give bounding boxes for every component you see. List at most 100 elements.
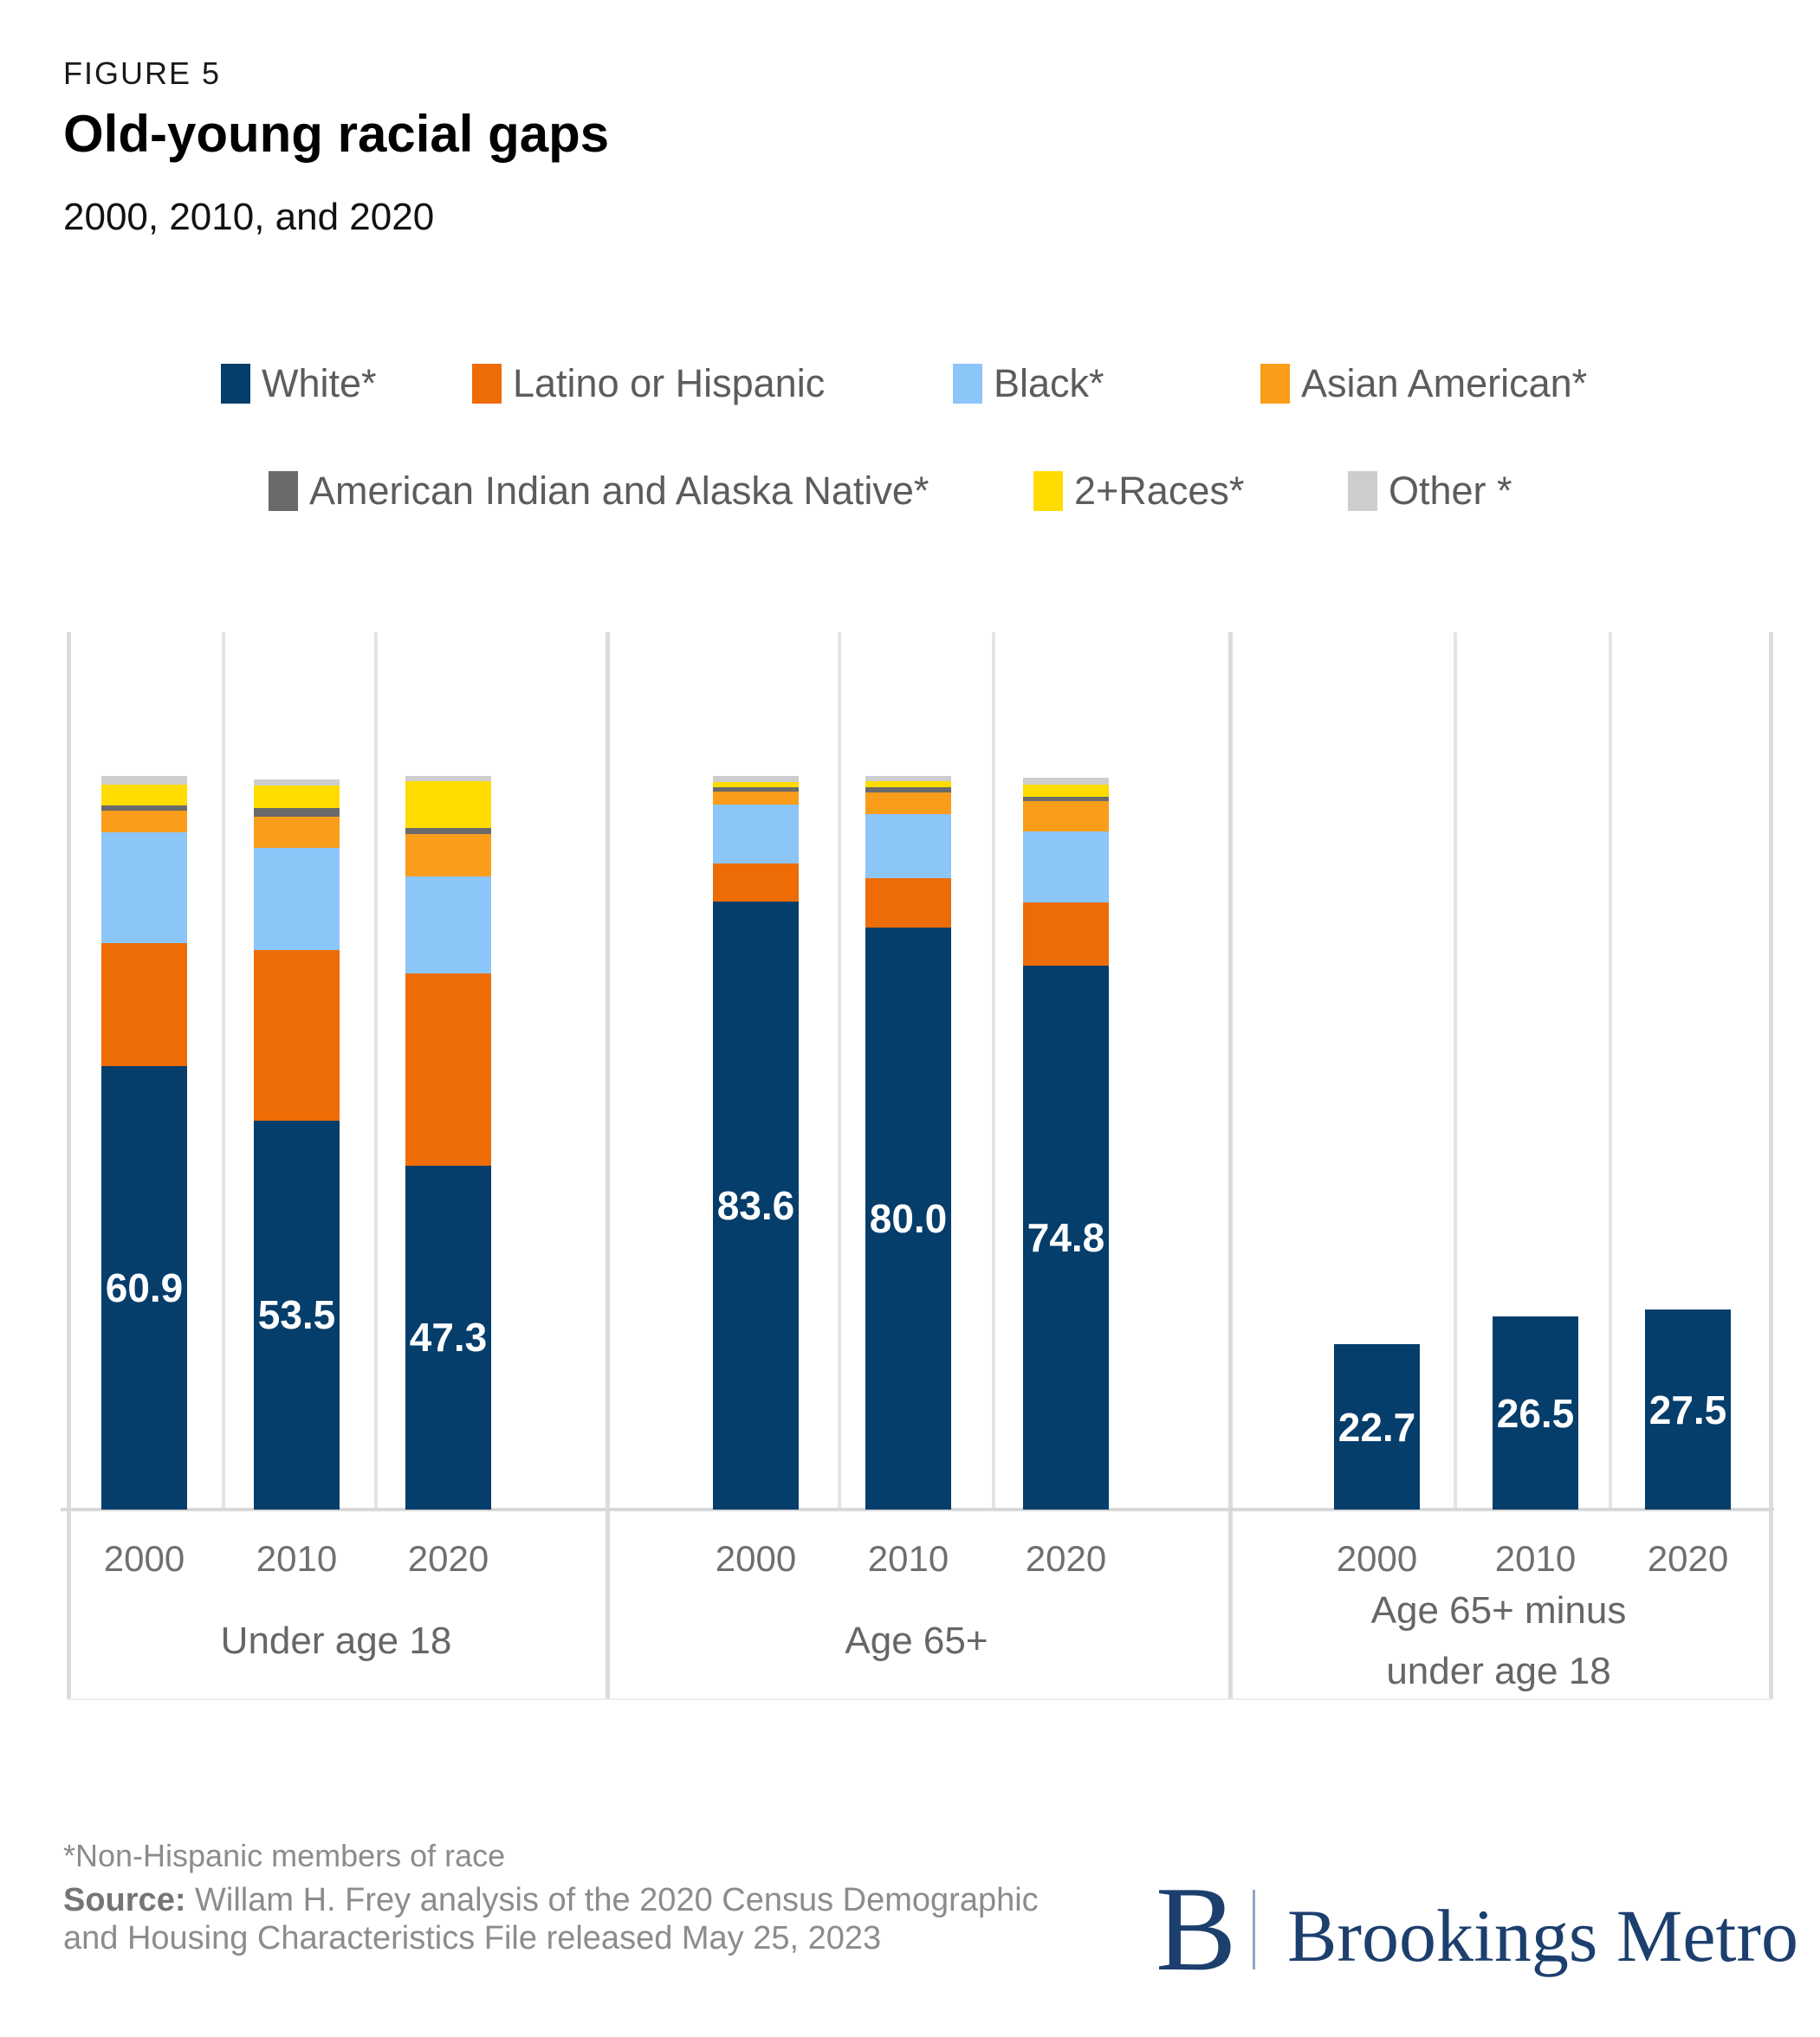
- legend-swatch-other-icon: [1348, 471, 1377, 511]
- group-label: Age 65+: [845, 1620, 988, 1662]
- bar-segment-aian: [713, 786, 799, 792]
- legend-label-two_plus: 2+Races*: [1074, 469, 1245, 513]
- bar-segment-black: [254, 847, 340, 951]
- bar-segment-white: [1334, 1344, 1420, 1510]
- gridline: [222, 632, 225, 1510]
- x-tick-label: 2010: [256, 1538, 338, 1579]
- bar-value-label: 26.5: [1496, 1390, 1575, 1436]
- bar-segment-two_plus: [101, 784, 187, 805]
- bar-segment-white: [101, 1066, 187, 1510]
- legend-item-latino: Latino or Hispanic: [472, 359, 825, 408]
- bar-segment-other: [405, 776, 491, 782]
- bar-segment-latino: [101, 942, 187, 1067]
- bar-segment-aian: [865, 786, 951, 792]
- bar-segment-asian: [713, 791, 799, 805]
- bar-value-label: 80.0: [869, 1196, 948, 1241]
- bar-segment-two_plus: [405, 781, 491, 828]
- legend-label-asian: Asian American*: [1301, 361, 1588, 405]
- brookings-wordmark: Brookings Metro: [1287, 1894, 1799, 1977]
- gridline: [374, 632, 378, 1510]
- legend-item-two_plus: 2+Races*: [1033, 467, 1244, 515]
- group-label: Under age 18: [220, 1620, 452, 1662]
- x-tick-label: 2010: [867, 1538, 949, 1579]
- gridline: [838, 632, 841, 1510]
- bar-segment-other: [713, 776, 799, 782]
- bar-segment-asian: [254, 817, 340, 848]
- bar-segment-two_plus: [713, 782, 799, 787]
- bar-value-label: 22.7: [1337, 1404, 1416, 1450]
- bar-segment-other: [1023, 777, 1109, 785]
- bar-segment-asian: [865, 792, 951, 814]
- panel-separator: [606, 632, 610, 1700]
- bar-segment-white: [405, 1165, 491, 1510]
- x-tick-label: 2000: [103, 1538, 185, 1579]
- bar-segment-two_plus: [254, 786, 340, 809]
- x-tick-label: 2000: [1336, 1538, 1418, 1579]
- bar-segment-aian: [101, 805, 187, 811]
- source-label: Source:: [63, 1882, 186, 1918]
- legend-item-asian: Asian American*: [1260, 359, 1587, 408]
- bar-segment-black: [405, 876, 491, 973]
- legend-swatch-two_plus-icon: [1033, 471, 1063, 511]
- bar-segment-latino: [405, 973, 491, 1166]
- legend-label-aian: American Indian and Alaska Native*: [309, 469, 929, 513]
- legend-label-other: Other *: [1389, 469, 1512, 513]
- bar-segment-aian: [1023, 796, 1109, 801]
- legend-item-white: White*: [221, 359, 377, 408]
- bar-segment-other: [101, 776, 187, 785]
- legend-swatch-white-icon: [221, 364, 250, 404]
- group-label: Age 65+ minus: [1370, 1589, 1627, 1632]
- group-label: under age 18: [1386, 1650, 1611, 1692]
- bar-segment-latino: [865, 877, 951, 928]
- page-title: Old-young racial gaps: [63, 105, 610, 163]
- bar-segment-other: [254, 779, 340, 786]
- bar-segment-white: [865, 928, 951, 1510]
- legend-label-black: Black*: [994, 361, 1104, 405]
- panel-separator: [67, 632, 71, 1700]
- bar-segment-two_plus: [1023, 784, 1109, 797]
- bar-segment-latino: [713, 863, 799, 902]
- bar-segment-latino: [254, 950, 340, 1121]
- legend-item-black: Black*: [953, 359, 1104, 408]
- legend-swatch-asian-icon: [1260, 364, 1290, 404]
- label-area-border: [67, 1698, 1773, 1700]
- legend-swatch-aian-icon: [269, 471, 298, 511]
- x-tick-label: 2000: [715, 1538, 797, 1579]
- x-tick-label: 2020: [1025, 1538, 1107, 1579]
- bar-segment-latino: [1023, 902, 1109, 966]
- legend-label-latino: Latino or Hispanic: [513, 361, 826, 405]
- figure-label: FIGURE 5: [63, 55, 222, 91]
- bar-segment-asian: [101, 810, 187, 832]
- bar-segment-white: [1645, 1310, 1731, 1510]
- bar-segment-two_plus: [865, 781, 951, 787]
- legend-item-other: Other *: [1348, 467, 1512, 515]
- x-tick-label: 2020: [1647, 1538, 1729, 1579]
- bar-segment-black: [713, 805, 799, 864]
- bar-segment-asian: [405, 833, 491, 877]
- bar-value-label: 60.9: [105, 1265, 184, 1311]
- bar-value-label: 83.6: [716, 1182, 795, 1228]
- bar-segment-white: [254, 1120, 340, 1510]
- bar-segment-white: [1023, 965, 1109, 1510]
- bar-segment-asian: [1023, 800, 1109, 832]
- source-line: Source: Willam H. Frey analysis of the 2…: [63, 1881, 1059, 1957]
- x-tick-label: 2010: [1494, 1538, 1577, 1579]
- legend-label-white: White*: [262, 361, 377, 405]
- bar-value-label: 74.8: [1027, 1214, 1105, 1260]
- gridline: [1609, 632, 1612, 1510]
- gridline: [1454, 632, 1457, 1510]
- axis-baseline: [61, 1508, 1774, 1511]
- bar-value-label: 53.5: [257, 1292, 336, 1338]
- bar-segment-black: [101, 831, 187, 943]
- brookings-monogram-icon: B: [1156, 1862, 1237, 1996]
- bar-segment-white: [1493, 1316, 1578, 1510]
- legend-swatch-black-icon: [953, 364, 982, 404]
- brookings-logo: B Brookings Metro: [1156, 1862, 1798, 2027]
- legend-swatch-latino-icon: [472, 364, 502, 404]
- gridline: [992, 632, 995, 1510]
- bar-segment-other: [865, 776, 951, 782]
- bar-segment-aian: [405, 827, 491, 834]
- source-text: Willam H. Frey analysis of the 2020 Cens…: [63, 1882, 1039, 1956]
- x-tick-label: 2020: [407, 1538, 489, 1579]
